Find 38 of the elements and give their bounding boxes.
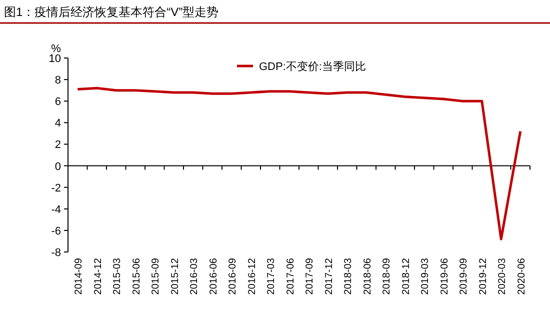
x-tick-label: 2018-12 bbox=[400, 258, 412, 295]
y-tick-label: 2 bbox=[54, 139, 61, 152]
y-tick-label: 10 bbox=[48, 53, 61, 65]
x-tick-label: 2016-03 bbox=[189, 258, 200, 295]
y-tick-label: -6 bbox=[51, 225, 61, 238]
x-tick-label: 2014-09 bbox=[74, 258, 85, 295]
line-series bbox=[76, 86, 522, 240]
x-tick-label: 2017-09 bbox=[304, 258, 316, 295]
chart-title: 图1：疫情后经济恢复基本符合“V”型走势 bbox=[4, 5, 219, 19]
x-tick-label: 2017-03 bbox=[266, 258, 278, 295]
x-tick-label: 2015-03 bbox=[112, 258, 124, 295]
legend-label: GDP:不变价:当季同比 bbox=[259, 60, 366, 73]
x-tick-label: 2016-09 bbox=[228, 258, 239, 295]
x-tick-label: 2019-09 bbox=[458, 258, 470, 295]
x-tick-label: 2016-06 bbox=[208, 258, 220, 295]
x-tick-label: 2016-12 bbox=[246, 258, 258, 295]
y-tick-label: 8 bbox=[54, 74, 61, 87]
x-tick-label: 2019-12 bbox=[478, 258, 489, 295]
y-tick-label: -8 bbox=[51, 247, 61, 259]
y-tick-label: 6 bbox=[54, 96, 61, 108]
x-tick-label: 2017-12 bbox=[324, 258, 335, 295]
x-tick-label: 2018-03 bbox=[343, 258, 354, 295]
x-tick-label: 2015-09 bbox=[150, 258, 162, 295]
x-tick-label: 2017-06 bbox=[285, 258, 296, 295]
x-tick-label: 2020-03 bbox=[497, 258, 508, 295]
x-tick-label: 2019-06 bbox=[439, 258, 450, 295]
x-tick-label: 2014-12 bbox=[92, 258, 104, 295]
x-tick-label: 2020-06 bbox=[516, 258, 528, 295]
y-tick-label: 0 bbox=[54, 160, 61, 173]
y-axis-title: % bbox=[51, 43, 62, 55]
y-tick-label: 4 bbox=[54, 118, 61, 130]
x-tick-label: 2018-09 bbox=[382, 258, 393, 295]
x-tick-label: 2015-06 bbox=[131, 258, 142, 295]
x-tick-label: 2015-12 bbox=[170, 258, 181, 295]
y-tick-label: -2 bbox=[51, 182, 61, 194]
x-tick-label: 2019-03 bbox=[420, 258, 432, 295]
x-tick-label: 2018-06 bbox=[362, 258, 374, 295]
y-tick-label: -4 bbox=[51, 204, 61, 216]
